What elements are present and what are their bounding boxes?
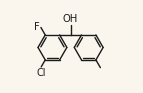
Text: OH: OH — [63, 14, 78, 24]
Text: F: F — [34, 22, 40, 32]
Text: Cl: Cl — [36, 68, 46, 78]
